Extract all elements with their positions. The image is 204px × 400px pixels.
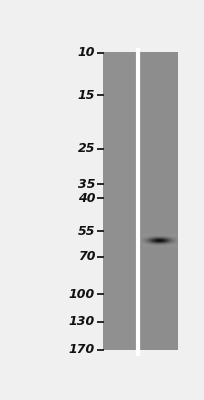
Text: 15: 15 — [78, 89, 95, 102]
Text: 100: 100 — [69, 288, 95, 301]
Text: 10: 10 — [78, 46, 95, 59]
Text: 130: 130 — [69, 315, 95, 328]
Text: 40: 40 — [78, 192, 95, 204]
Text: 25: 25 — [78, 142, 95, 155]
Text: 70: 70 — [78, 250, 95, 263]
Text: 55: 55 — [78, 225, 95, 238]
Text: 170: 170 — [69, 343, 95, 356]
Text: 35: 35 — [78, 178, 95, 190]
